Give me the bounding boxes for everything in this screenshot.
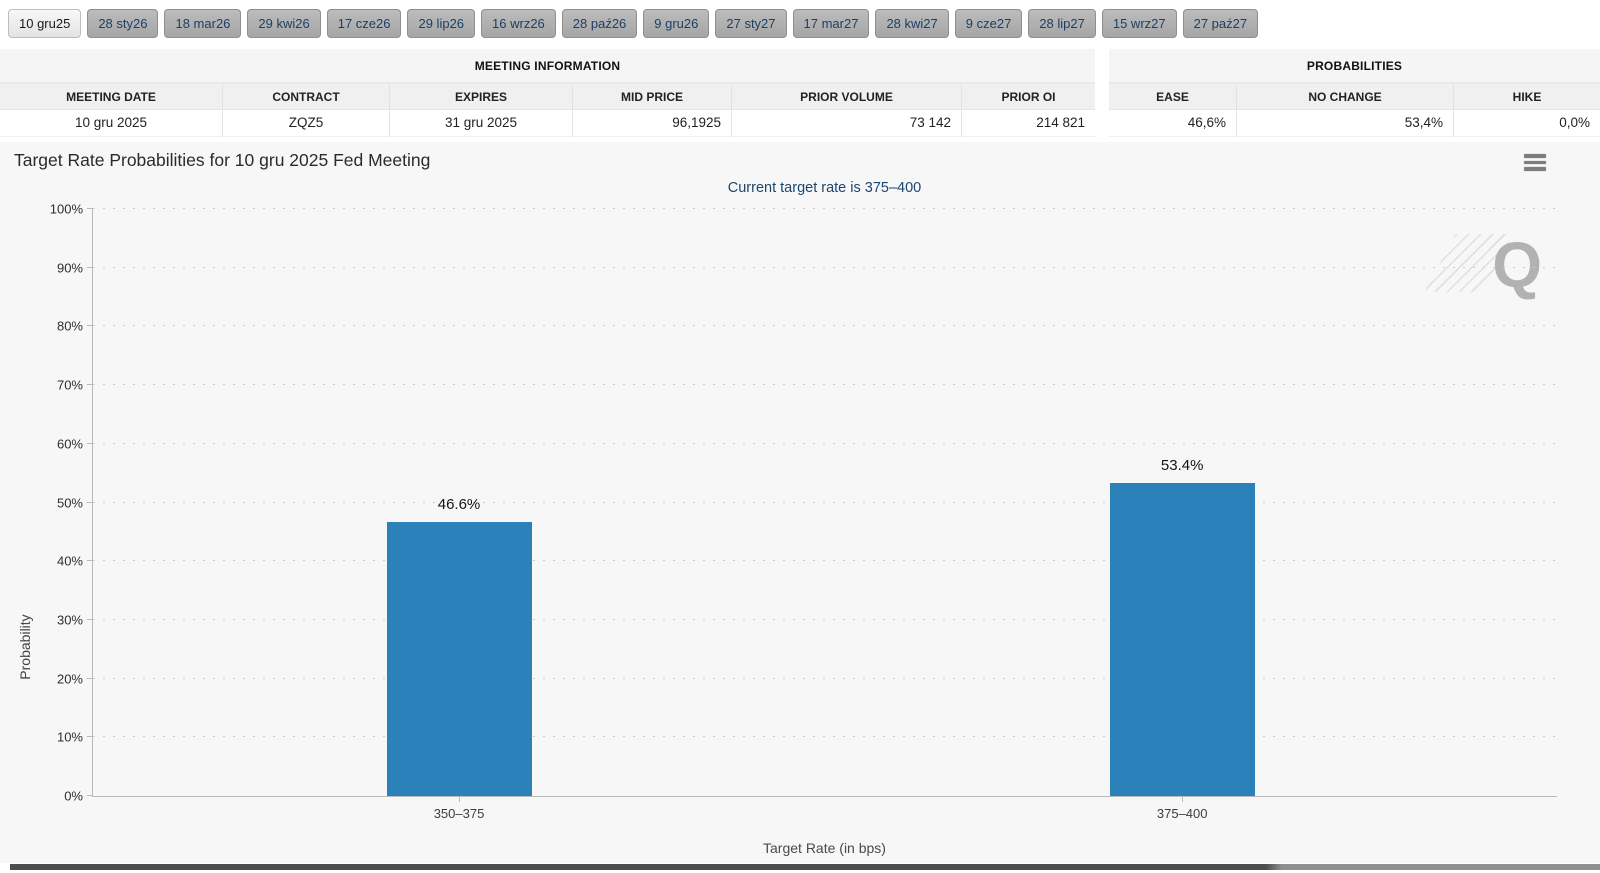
meeting-tab[interactable]: 16 wrz26 xyxy=(481,9,556,38)
meeting-tab[interactable]: 28 kwi27 xyxy=(875,9,949,38)
cell-value: 31 gru 2025 xyxy=(390,110,573,137)
meeting-info-table: MEETING INFORMATION MEETING DATE CONTRACT… xyxy=(0,49,1095,137)
probabilities-table: PROBABILITIES EASE NO CHANGE HIKE 46,6% 53,… xyxy=(1109,49,1600,137)
y-tick-label: 60% xyxy=(56,436,83,452)
cell-value: ZQZ5 xyxy=(223,110,390,137)
y-tick-label: 70% xyxy=(56,377,83,393)
y-tick-mark xyxy=(87,736,93,738)
hamburger-icon xyxy=(1524,160,1546,164)
bar-value-label: 46.6% xyxy=(437,496,481,514)
y-gridline xyxy=(93,560,1557,562)
probability-bar[interactable] xyxy=(386,522,532,796)
y-gridline xyxy=(93,677,1557,679)
cell-value: 214 821 xyxy=(962,110,1095,137)
y-tick-mark xyxy=(87,266,93,268)
cell-value: 73 142 xyxy=(732,110,962,137)
y-tick-mark xyxy=(87,325,93,327)
meeting-tab[interactable]: 28 lip27 xyxy=(1028,9,1096,38)
column-header: CONTRACT xyxy=(223,83,390,110)
y-tick-label: 20% xyxy=(56,671,83,687)
probabilities-value-row: 46,6% 53,4% 0,0% xyxy=(1109,110,1600,137)
cell-value: 10 gru 2025 xyxy=(0,110,223,137)
chart-menu-button[interactable] xyxy=(1524,154,1546,174)
meeting-tab[interactable]: 29 lip26 xyxy=(407,9,476,38)
column-header: NO CHANGE xyxy=(1237,83,1454,110)
y-gridline xyxy=(93,384,1557,386)
y-tick-mark xyxy=(87,442,93,444)
y-tick-mark xyxy=(87,501,93,503)
meeting-tab[interactable]: 28 paź26 xyxy=(561,9,638,38)
cell-value: 53,4% xyxy=(1237,110,1454,137)
y-axis-title: Probability xyxy=(17,614,33,680)
meeting-tab[interactable]: 17 cze26 xyxy=(326,9,402,38)
meeting-info-header-row: MEETING DATE CONTRACT EXPIRES MID PRICE PRIO… xyxy=(0,83,1095,110)
fed-meeting-probability-chart: Target Rate Probabilities for 10 gru 202… xyxy=(0,142,1600,863)
meeting-tab[interactable]: 15 wrz27 xyxy=(1101,9,1177,38)
cell-value: 46,6% xyxy=(1109,110,1237,137)
meeting-tab[interactable]: 27 sty27 xyxy=(715,9,787,38)
meeting-tab[interactable]: 17 mar27 xyxy=(792,9,870,38)
column-header: MID PRICE xyxy=(573,83,732,110)
summary-tables: MEETING INFORMATION MEETING DATE CONTRACT… xyxy=(0,49,1600,137)
column-header: HIKE xyxy=(1454,83,1600,110)
y-gridline xyxy=(93,266,1557,268)
y-tick-label: 30% xyxy=(56,612,83,628)
y-gridline xyxy=(93,736,1557,738)
x-tick-mark xyxy=(1182,796,1184,802)
x-category-label: 350–375 xyxy=(433,806,485,821)
cell-value: 96,1925 xyxy=(573,110,732,137)
hamburger-icon xyxy=(1524,154,1546,158)
column-header: EASE xyxy=(1109,83,1237,110)
column-header: EXPIRES xyxy=(390,83,573,110)
y-tick-mark xyxy=(87,384,93,386)
y-tick-label: 100% xyxy=(49,201,83,217)
chart-title: Target Rate Probabilities for 10 gru 202… xyxy=(14,150,431,170)
y-tick-mark xyxy=(87,208,93,209)
x-tick-mark xyxy=(459,796,460,802)
probabilities-title: PROBABILITIES xyxy=(1109,49,1600,83)
meeting-tab[interactable]: 9 cze27 xyxy=(954,9,1023,38)
plot-area: 0% 10% 20% 30% 40% 50% 60% 70% 80% 90% 100% 46.6% 35… xyxy=(50,202,1557,821)
meeting-tab[interactable]: 28 sty26 xyxy=(87,9,159,38)
meeting-tab[interactable]: 18 mar26 xyxy=(164,9,242,38)
y-tick-label: 80% xyxy=(56,318,83,334)
y-tick-mark xyxy=(87,795,93,796)
y-gridline xyxy=(93,442,1557,444)
y-tick-mark xyxy=(87,677,93,679)
y-tick-label: 10% xyxy=(56,729,83,745)
y-tick-label: 0% xyxy=(64,788,83,804)
y-tick-label: 90% xyxy=(56,260,83,276)
y-tick-mark xyxy=(87,618,93,620)
meeting-tab[interactable]: 9 gru26 xyxy=(643,9,710,38)
y-tick-mark xyxy=(87,560,93,562)
y-gridline xyxy=(93,618,1557,620)
meeting-info-title: MEETING INFORMATION xyxy=(0,49,1095,83)
bottom-scrollbar[interactable] xyxy=(10,864,1600,870)
meeting-tab[interactable]: 29 kwi26 xyxy=(247,9,321,38)
probabilities-header-row: EASE NO CHANGE HIKE xyxy=(1109,83,1600,110)
y-gridline xyxy=(93,208,1557,209)
column-header: PRIOR VOLUME xyxy=(732,83,962,110)
y-tick-label: 50% xyxy=(56,495,83,510)
x-category-label: 375–400 xyxy=(1156,806,1208,821)
meeting-tab[interactable]: 27 paź27 xyxy=(1182,9,1259,38)
x-axis-title: Target Rate (in bps) xyxy=(763,840,886,856)
column-header: PRIOR OI xyxy=(962,83,1095,110)
y-tick-label: 40% xyxy=(56,553,83,569)
y-gridline xyxy=(93,501,1557,503)
meeting-tab-bar: 10 gru25 28 sty26 18 mar26 29 kwi26 17 cze26… xyxy=(0,0,1600,45)
bar-value-label: 53.4% xyxy=(1160,456,1204,474)
meeting-tab-active[interactable]: 10 gru25 xyxy=(8,9,82,38)
cell-value: 0,0% xyxy=(1454,110,1600,137)
probability-bar[interactable] xyxy=(1109,482,1255,796)
y-gridline xyxy=(93,325,1557,327)
meeting-info-value-row: 10 gru 2025 ZQZ5 31 gru 2025 96,1925 73 142 2… xyxy=(0,110,1095,137)
column-header: MEETING DATE xyxy=(0,83,223,110)
chart-subtitle: Current target rate is 375–400 xyxy=(727,180,922,196)
hamburger-icon xyxy=(1524,167,1546,171)
